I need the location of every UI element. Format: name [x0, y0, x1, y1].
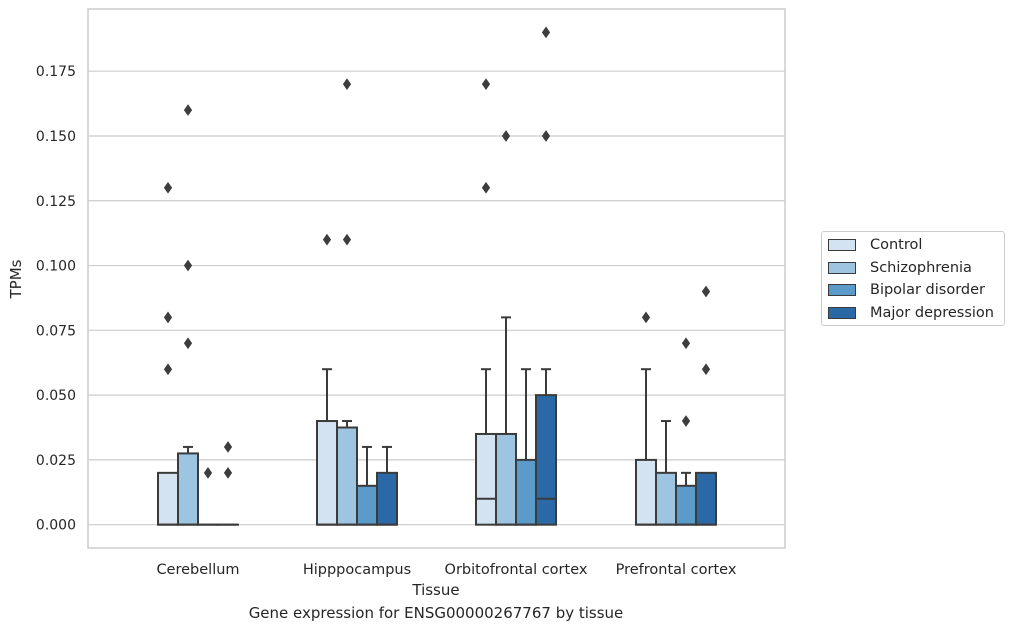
legend-swatch	[828, 239, 856, 251]
legend-item: Schizophrenia	[828, 258, 972, 278]
box	[356, 484, 378, 526]
x-tick-label: Prefrontal cortex	[616, 562, 737, 578]
box	[695, 471, 717, 526]
y-tick-label: 0.000	[36, 518, 76, 534]
outlier-point	[322, 233, 332, 246]
legend: Control Schizophrenia Bipolar disorder Majo…	[821, 231, 1005, 326]
legend-item: Major depression	[828, 303, 994, 323]
box	[475, 432, 497, 526]
outlier-point	[641, 311, 651, 324]
legend-label: Bipolar disorder	[870, 282, 985, 298]
y-tick-label: 0.125	[36, 194, 76, 210]
legend-label: Control	[870, 237, 923, 253]
x-axis-label: Tissue	[411, 581, 459, 599]
outlier-point	[163, 181, 173, 194]
outlier-point	[501, 130, 511, 142]
y-tick-label: 0.175	[36, 64, 76, 80]
box	[316, 420, 338, 526]
legend-swatch	[828, 306, 856, 319]
plot-area	[87, 8, 786, 549]
box	[655, 471, 677, 526]
y-tick-label: 0.075	[36, 323, 76, 339]
box-plots	[157, 26, 717, 526]
outlier-point	[183, 259, 193, 272]
chart-caption: Gene expression for ENSG00000267767 by t…	[248, 604, 624, 622]
outlier-point	[701, 285, 711, 298]
outlier-point	[183, 104, 193, 116]
outlier-point	[681, 415, 691, 427]
outlier-point	[223, 441, 233, 453]
x-tick-label: Hipppocampus	[303, 562, 411, 578]
box	[157, 471, 179, 526]
y-axis-label: TPMs	[7, 259, 25, 299]
outlier-point	[681, 337, 691, 350]
outlier-point	[342, 78, 352, 91]
outlier-point	[183, 337, 193, 350]
legend-item: Control	[828, 235, 922, 255]
outlier-point	[541, 26, 551, 39]
box	[376, 471, 398, 526]
outlier-point	[163, 311, 173, 324]
box	[535, 394, 557, 526]
box	[336, 426, 358, 526]
x-tick-label: Cerebellum	[156, 562, 239, 578]
legend-swatch	[828, 284, 856, 296]
outlier-point	[481, 181, 491, 194]
box	[635, 458, 657, 526]
x-tick-label: Orbitofrontal cortex	[445, 562, 588, 578]
box	[177, 452, 199, 526]
y-axis-ticks: 0.000 0.025 0.050 0.075 0.100 0.125 0.150 0.175	[36, 64, 76, 533]
outlier-point	[701, 363, 711, 376]
box	[515, 458, 537, 526]
legend-label: Major depression	[870, 304, 994, 321]
outlier-point	[203, 466, 213, 479]
legend-label: Schizophrenia	[870, 259, 972, 276]
box	[495, 432, 517, 526]
y-tick-label: 0.150	[36, 129, 76, 145]
y-tick-label: 0.050	[36, 388, 76, 404]
outlier-point	[223, 466, 233, 479]
outlier-point	[481, 78, 491, 91]
legend-swatch	[828, 261, 856, 274]
x-axis-ticks: Cerebellum Hipppocampus Orbitofrontal cort…	[156, 562, 736, 578]
legend-item: Bipolar disorder	[828, 280, 985, 300]
outlier-point	[342, 233, 352, 246]
box	[675, 484, 697, 526]
y-tick-label: 0.025	[36, 453, 76, 469]
outlier-point	[163, 363, 173, 376]
y-tick-label: 0.100	[36, 259, 76, 275]
outlier-point	[541, 130, 551, 142]
